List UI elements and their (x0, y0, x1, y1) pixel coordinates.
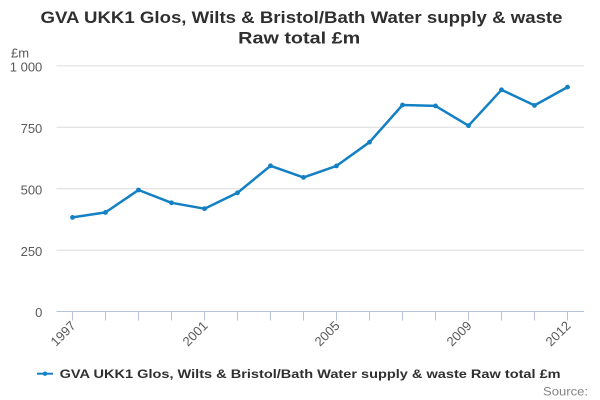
svg-text:750: 750 (21, 121, 43, 136)
svg-text:Raw total £m: Raw total £m (238, 28, 360, 47)
svg-text:Source:: Source: (543, 384, 588, 398)
svg-text:1 000: 1 000 (10, 60, 43, 75)
svg-text:250: 250 (21, 244, 43, 259)
svg-text:500: 500 (21, 183, 43, 198)
svg-text:£m: £m (11, 45, 29, 60)
svg-text:GVA UKK1 Glos, Wilts & Bristol: GVA UKK1 Glos, Wilts & Bristol/Bath Wate… (41, 8, 563, 27)
svg-text:GVA UKK1 Glos, Wilts & Bristol: GVA UKK1 Glos, Wilts & Bristol/Bath Wate… (60, 367, 561, 381)
svg-text:0: 0 (35, 305, 42, 320)
